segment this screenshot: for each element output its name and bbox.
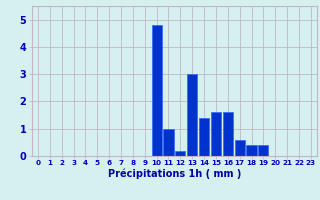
Bar <box>175 151 185 156</box>
Bar <box>211 112 221 156</box>
Bar <box>223 112 233 156</box>
Bar <box>246 145 257 156</box>
X-axis label: Précipitations 1h ( mm ): Précipitations 1h ( mm ) <box>108 169 241 179</box>
Bar <box>164 129 173 156</box>
Bar <box>235 140 245 156</box>
Bar <box>187 74 197 156</box>
Bar <box>152 25 162 156</box>
Bar <box>199 118 209 156</box>
Bar <box>258 145 268 156</box>
